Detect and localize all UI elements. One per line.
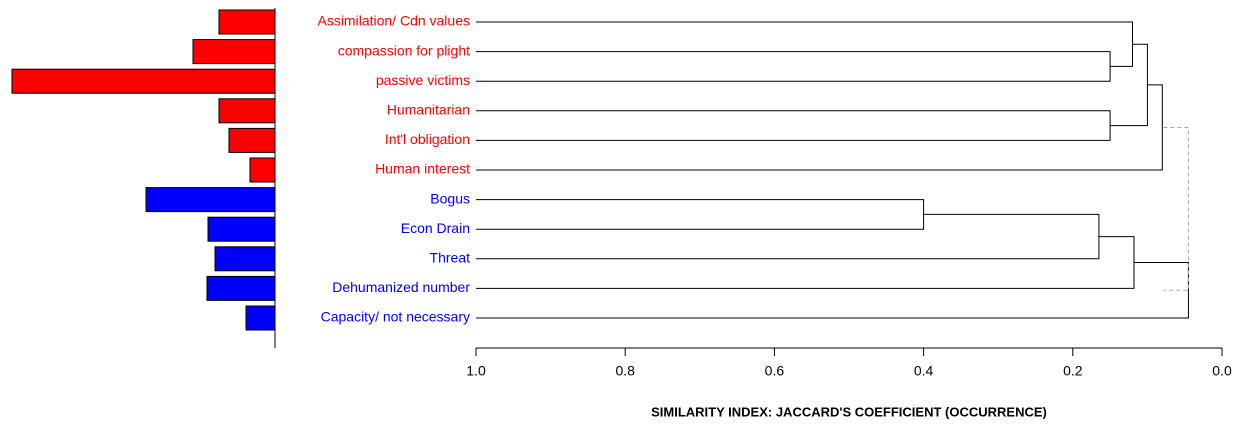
- dendrogram-link: [1110, 43, 1148, 127]
- dendrogram-link: [476, 21, 1133, 67]
- category-label: Threat: [430, 250, 471, 266]
- dendrogram-link: [476, 84, 1163, 171]
- bar: [228, 127, 276, 153]
- category-label: compassion for plight: [338, 42, 470, 58]
- dendrogram-link: [476, 262, 1189, 319]
- category-label: Humanitarian: [387, 102, 470, 118]
- category-label: passive victims: [376, 72, 470, 88]
- dendrogram-link: [476, 236, 1135, 289]
- x-tick-label: 0.8: [615, 363, 635, 379]
- bar: [11, 68, 276, 94]
- x-tick-label: 0.6: [765, 363, 785, 379]
- x-tick-label: 1.0: [466, 363, 486, 379]
- bar: [192, 39, 276, 65]
- dendrogram-link: [476, 110, 1111, 141]
- category-label: Dehumanized number: [332, 279, 470, 295]
- bar: [214, 246, 276, 272]
- bar: [218, 9, 276, 35]
- category-label: Bogus: [430, 190, 470, 206]
- bar: [145, 187, 276, 213]
- bar: [207, 216, 276, 242]
- category-label: Econ Drain: [401, 220, 470, 236]
- bar: [218, 98, 276, 124]
- category-label: Assimilation/ Cdn values: [317, 13, 470, 29]
- x-tick-label: 0.4: [914, 363, 934, 379]
- x-tick-label: 0.2: [1063, 363, 1083, 379]
- bar: [249, 157, 276, 183]
- x-axis-title: SIMILARITY INDEX: JACCARD'S COEFFICIENT …: [651, 404, 1047, 419]
- category-label: Capacity/ not necessary: [321, 309, 470, 325]
- category-label: Int'l obligation: [385, 131, 470, 147]
- dendrogram-link: [1163, 126, 1189, 291]
- dendrogram-link: [476, 213, 1100, 260]
- dendrogram-link: [476, 199, 925, 230]
- dendrogram-link: [476, 51, 1111, 82]
- bar: [206, 275, 276, 301]
- bar: [245, 305, 276, 331]
- category-label: Human interest: [375, 161, 470, 177]
- x-tick-label: 0.0: [1212, 363, 1232, 379]
